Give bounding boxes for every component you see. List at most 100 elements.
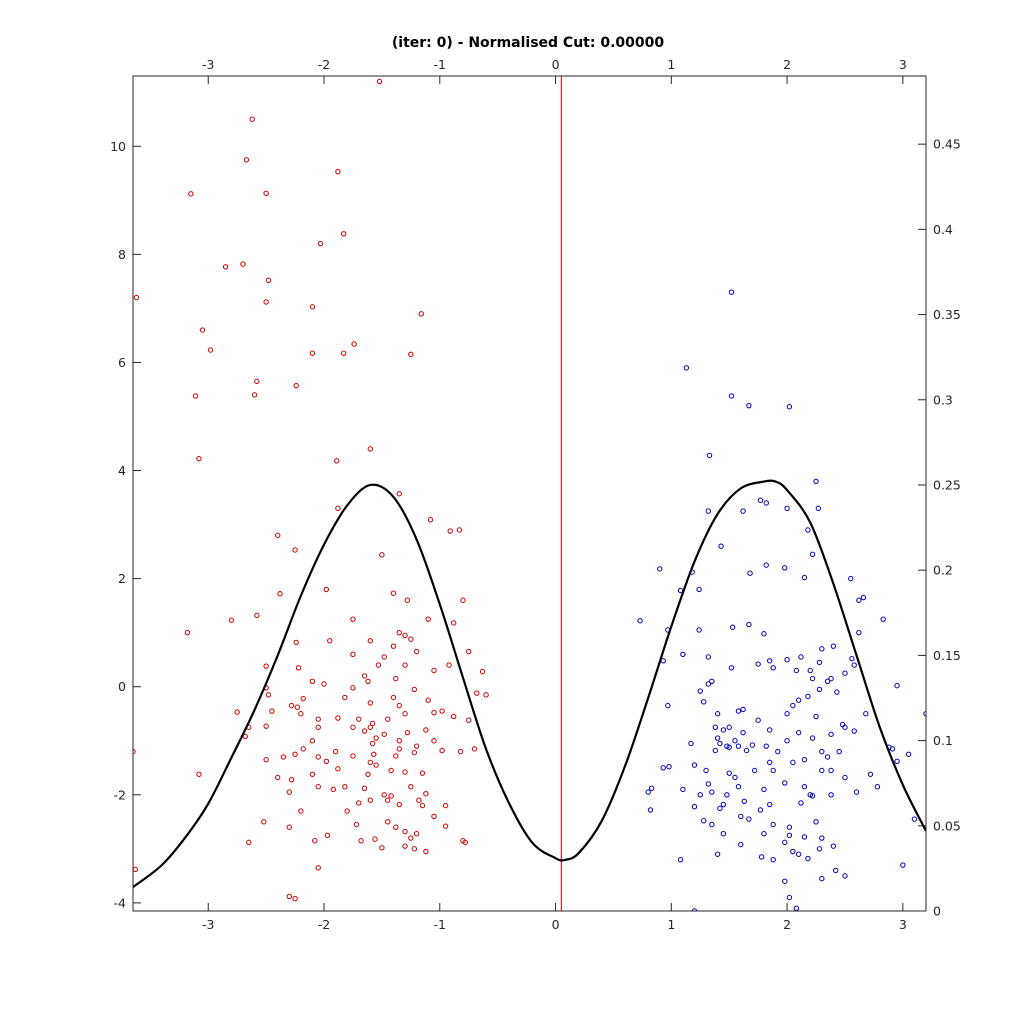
- scatter-point: [381, 654, 387, 660]
- scatter-point: [423, 791, 429, 797]
- scatter-point: [770, 856, 776, 863]
- scatter-point: [819, 875, 825, 882]
- scatter-point: [369, 720, 376, 727]
- scatter-point: [836, 748, 842, 755]
- scatter-point: [402, 769, 408, 775]
- scatter-point: [763, 500, 769, 506]
- y-right-tick-label: 0.25: [933, 477, 961, 492]
- scatter-point: [312, 838, 318, 844]
- scatter-point: [309, 350, 316, 356]
- scatter-point: [712, 747, 719, 754]
- scatter-point: [416, 797, 422, 803]
- scatter-point: [720, 727, 727, 733]
- y-right-tick-label: 0.2: [933, 563, 953, 578]
- scatter-point: [782, 839, 788, 846]
- scatter-point: [431, 667, 437, 674]
- scatter-point: [263, 190, 269, 196]
- scatter-point: [905, 751, 912, 757]
- scatter-point: [327, 638, 333, 644]
- scatter-point: [340, 350, 347, 356]
- scatter-point: [353, 821, 360, 828]
- scatter-point: [703, 767, 709, 774]
- scatter-point: [411, 749, 418, 756]
- scatter-point: [367, 638, 374, 644]
- scatter-point: [393, 753, 399, 759]
- scatter-point: [770, 665, 776, 671]
- scatter-point: [709, 789, 715, 795]
- scatter-point: [738, 841, 744, 848]
- scatter-point: [732, 738, 738, 744]
- scatter-point: [367, 724, 374, 730]
- scatter-point: [819, 646, 825, 652]
- scatter-point: [801, 756, 808, 763]
- scatter-point: [701, 818, 707, 824]
- scatter-point: [402, 662, 408, 668]
- scatter-point: [793, 667, 800, 674]
- scatter-point: [720, 801, 727, 808]
- scatter-point: [293, 639, 299, 646]
- scatter-point: [298, 808, 304, 814]
- scatter-point: [286, 824, 292, 830]
- scatter-point: [317, 240, 324, 247]
- scatter-point: [442, 802, 449, 809]
- scatter-point: [735, 708, 742, 714]
- scatter-point: [746, 621, 752, 628]
- scatter-point: [342, 694, 348, 701]
- scatter-point: [782, 878, 788, 884]
- scatter-point: [801, 574, 808, 581]
- scatter-point: [761, 831, 767, 837]
- scatter-point: [809, 793, 816, 799]
- scatter-point: [743, 747, 750, 754]
- scatter-point: [815, 505, 822, 512]
- scatter-point: [819, 835, 825, 841]
- scatter-point: [240, 261, 246, 267]
- scatter-point: [188, 191, 194, 197]
- scatter-point: [457, 748, 464, 755]
- scatter-point: [356, 800, 362, 806]
- scatter-point: [196, 771, 202, 777]
- scatter-point: [300, 695, 306, 702]
- scatter-point: [751, 767, 758, 774]
- scatter-point: [770, 821, 776, 828]
- scatter-point: [709, 821, 715, 828]
- scatter-point: [332, 748, 339, 755]
- scatter-point: [350, 753, 356, 759]
- scatter-point: [680, 651, 686, 657]
- scatter-point: [853, 789, 860, 795]
- scatter-point: [358, 838, 364, 844]
- scatter-point: [184, 629, 191, 636]
- scatter-point: [246, 839, 252, 846]
- scatter-point: [757, 807, 764, 813]
- scatter-point: [784, 738, 790, 744]
- scatter-point: [243, 157, 250, 163]
- scatter-point: [418, 311, 424, 317]
- scatter-point: [728, 289, 735, 295]
- scatter-point: [720, 831, 727, 837]
- scatter-point: [706, 452, 713, 459]
- scatter-point: [388, 767, 394, 774]
- scatter-point: [755, 717, 761, 723]
- scatter-point: [729, 624, 736, 630]
- scatter-point: [809, 675, 816, 682]
- scatter-point: [795, 851, 802, 857]
- scatter-point: [447, 528, 453, 534]
- scatter-point: [805, 693, 811, 700]
- scatter-point: [293, 382, 299, 389]
- scatter-point: [717, 740, 723, 747]
- x-tick-label-top: -2: [318, 57, 330, 72]
- scatter-point: [396, 746, 402, 752]
- scatter-point: [423, 727, 429, 733]
- scatter-point: [833, 867, 839, 874]
- scatter-point: [133, 294, 140, 301]
- scatter-point: [372, 836, 378, 842]
- scatter-point: [413, 831, 420, 837]
- scatter-point: [334, 458, 340, 464]
- scatter-point: [805, 855, 811, 862]
- scatter-point: [439, 708, 445, 714]
- scatter-point: [222, 264, 229, 270]
- scatter-point: [790, 759, 796, 766]
- scatter-point: [728, 665, 735, 671]
- scatter-point: [379, 845, 385, 851]
- scatter-point: [819, 748, 825, 755]
